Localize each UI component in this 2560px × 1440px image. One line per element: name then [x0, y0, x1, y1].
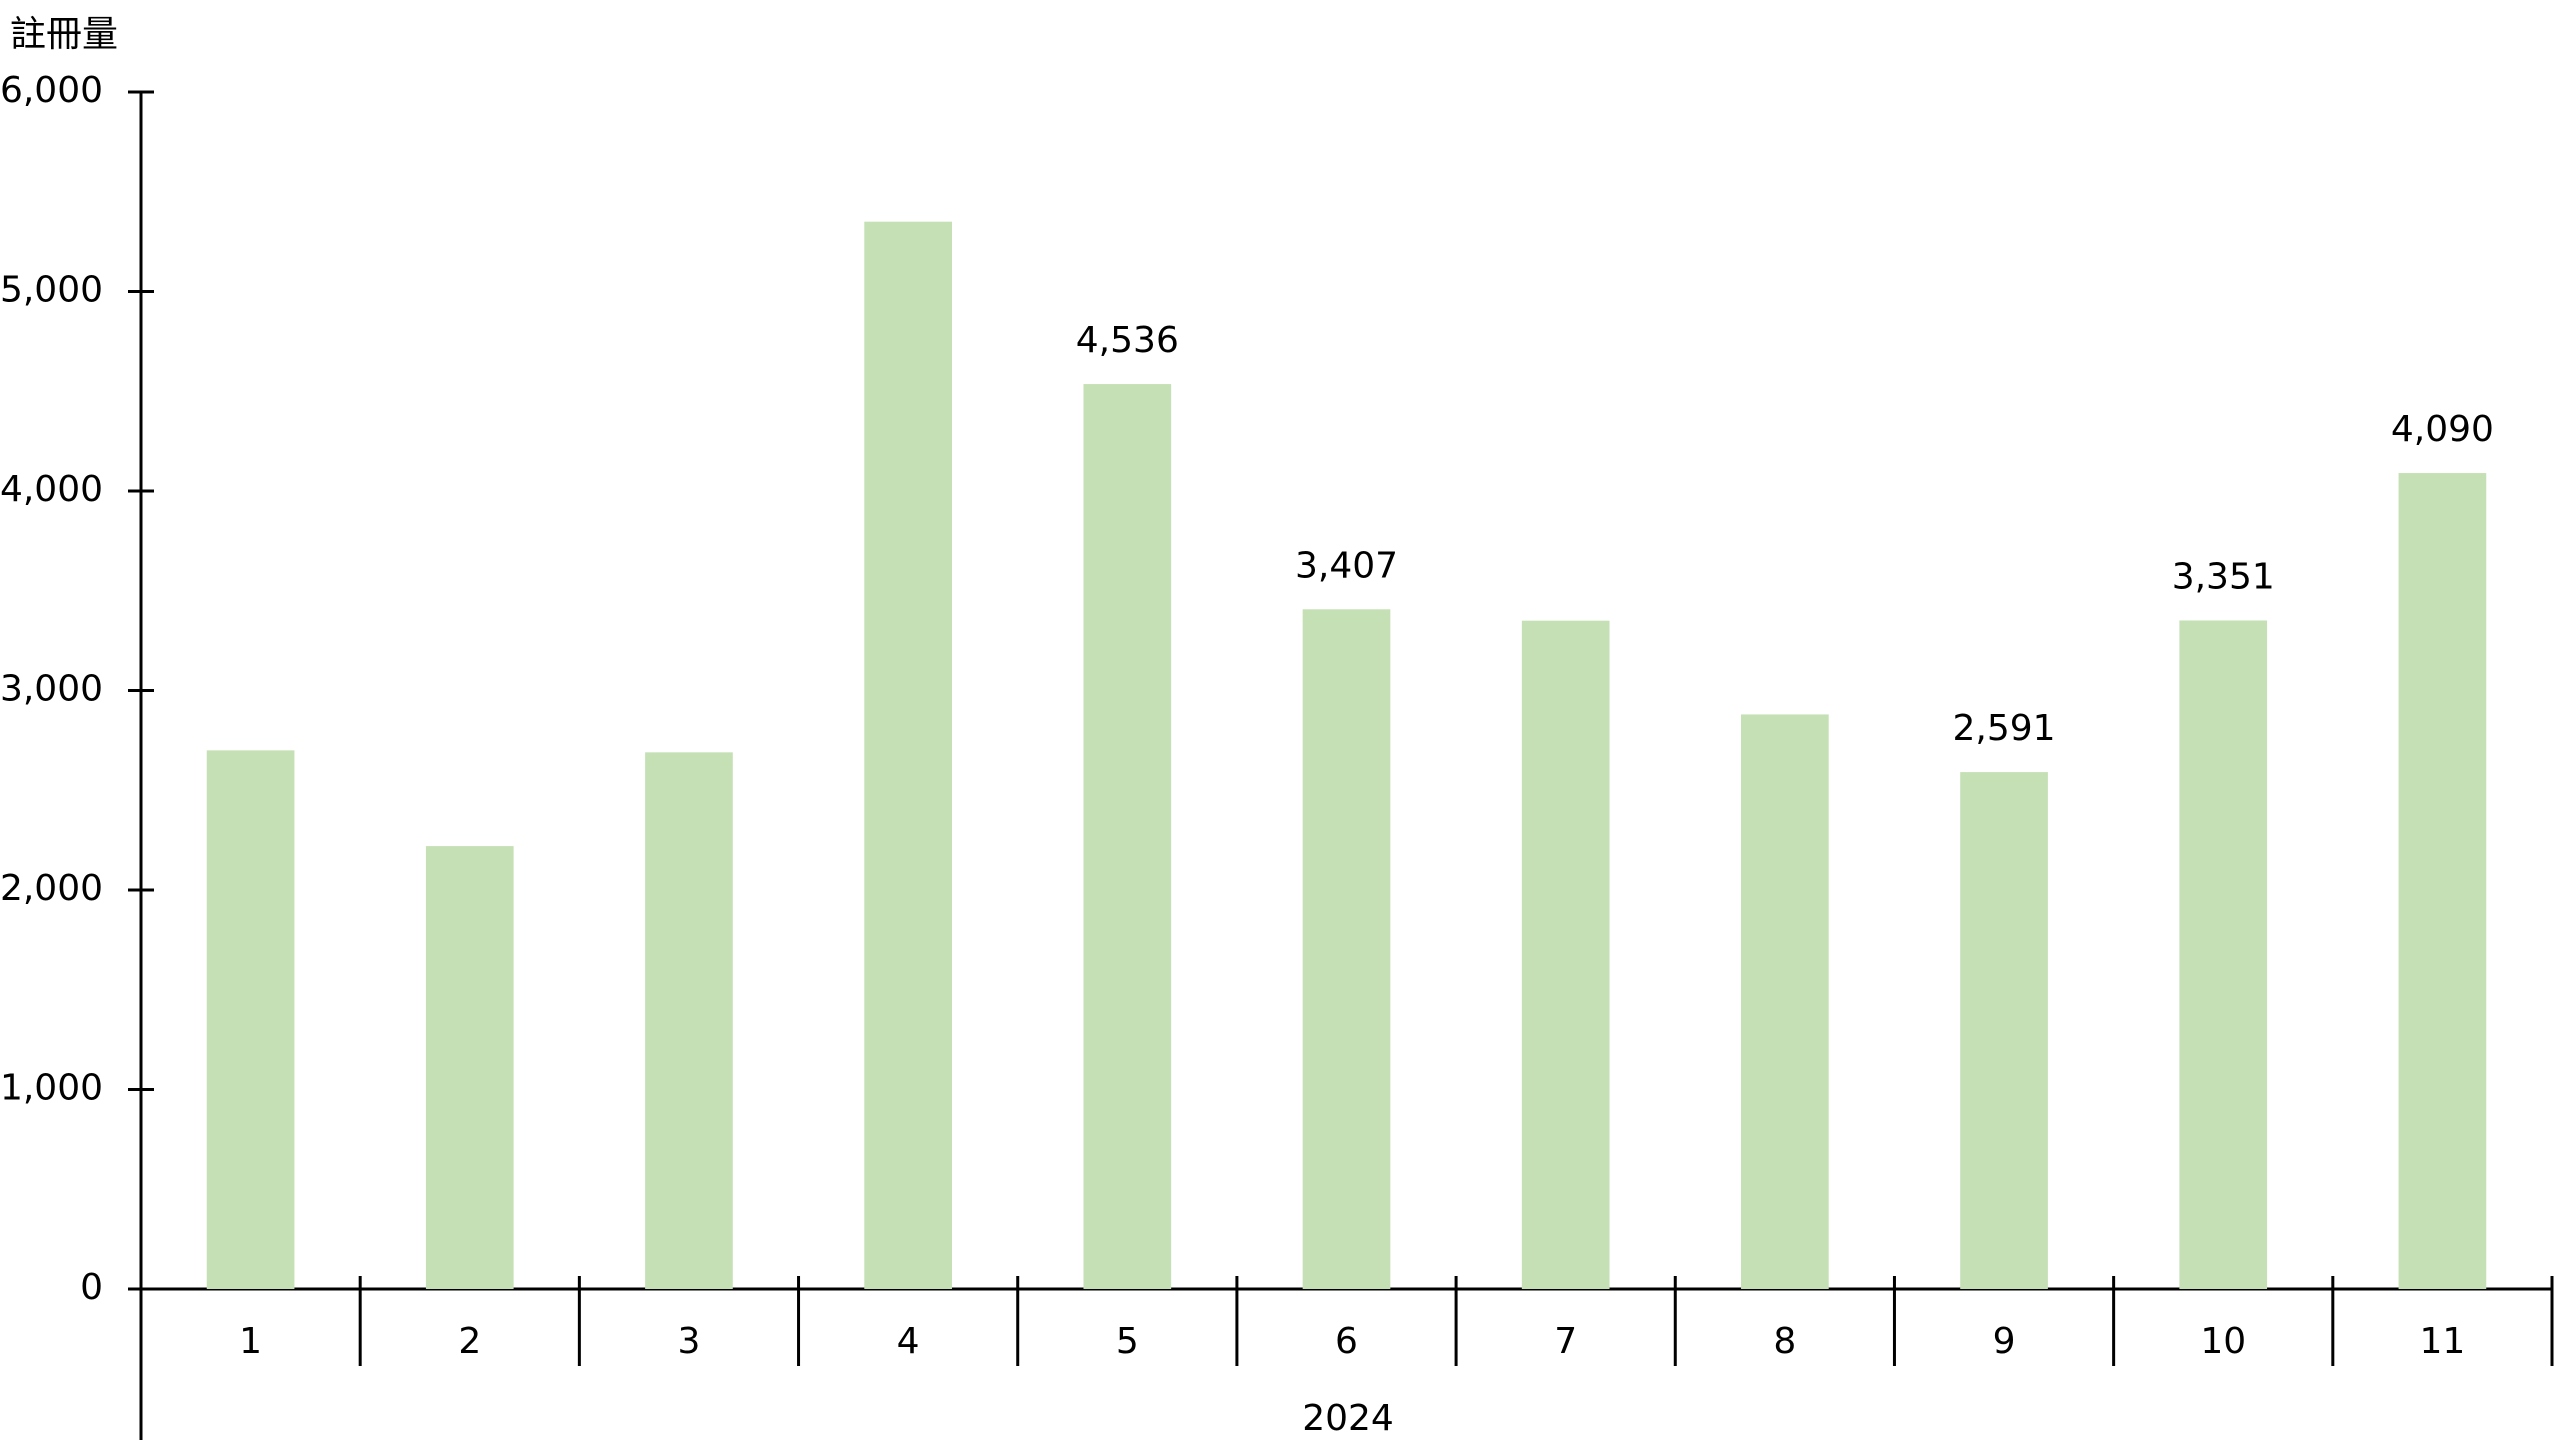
bar: [645, 752, 733, 1289]
y-tick-label: 0: [80, 1267, 103, 1308]
x-tick-label: 5: [1116, 1321, 1139, 1362]
y-tick-label: 1,000: [0, 1068, 103, 1109]
x-tick-label: 6: [1335, 1321, 1358, 1362]
value-label: 4,536: [1076, 320, 1179, 361]
y-tick-label: 4,000: [0, 469, 103, 510]
x-tick-label: 11: [2420, 1321, 2466, 1362]
bar: [425, 846, 514, 1289]
bar: [864, 221, 952, 1289]
y-tick-label: 5,000: [0, 270, 103, 311]
bar: [1521, 620, 1610, 1289]
y-axis-title: 註冊量: [10, 14, 118, 55]
y-tick-label: 3,000: [0, 669, 103, 710]
value-label: 2,591: [1953, 708, 2056, 749]
x-tick-label: 8: [1773, 1321, 1796, 1362]
x-tick-label: 3: [678, 1321, 701, 1362]
x-tick-label: 1: [239, 1321, 262, 1362]
bar: [2179, 620, 2268, 1289]
x-group-label: 2024: [1302, 1398, 1394, 1439]
x-tick-label: 4: [897, 1321, 920, 1362]
x-tick-label: 9: [1993, 1321, 2016, 1362]
x-tick-label: 2: [458, 1321, 481, 1362]
bar: [1741, 714, 1829, 1289]
x-tick-label: 10: [2200, 1321, 2246, 1362]
value-label: 3,407: [1295, 545, 1398, 586]
value-label: 3,351: [2172, 556, 2275, 597]
value-label: 4,090: [2391, 409, 2494, 450]
bar: [1302, 609, 1391, 1289]
bar: [1960, 772, 2048, 1289]
bar: [2398, 473, 2487, 1289]
x-tick-label: 7: [1554, 1321, 1577, 1362]
bar: [1083, 384, 1172, 1289]
y-tick-label: 2,000: [0, 868, 103, 909]
bar: [206, 750, 295, 1289]
y-tick-label: 6,000: [0, 70, 103, 111]
